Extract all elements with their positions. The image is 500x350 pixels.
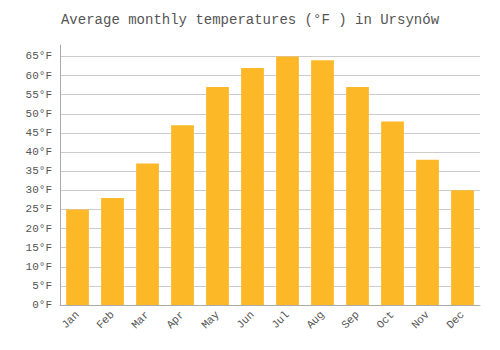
svg-text:20°F: 20°F — [26, 223, 52, 235]
svg-text:45°F: 45°F — [26, 127, 52, 139]
svg-text:Mar: Mar — [129, 309, 151, 331]
svg-text:60°F: 60°F — [26, 70, 52, 82]
svg-text:65°F: 65°F — [26, 50, 52, 62]
svg-text:Jan: Jan — [59, 309, 81, 331]
svg-text:Oct: Oct — [374, 309, 396, 331]
svg-text:Average monthly temperatures (: Average monthly temperatures (°F ) in Ur… — [61, 12, 440, 28]
svg-text:40°F: 40°F — [26, 146, 52, 158]
svg-text:0°F: 0°F — [32, 299, 52, 311]
svg-text:55°F: 55°F — [26, 89, 52, 101]
svg-text:Dec: Dec — [444, 309, 466, 331]
svg-text:Aug: Aug — [304, 309, 326, 331]
svg-text:May: May — [199, 308, 222, 331]
svg-text:10°F: 10°F — [26, 261, 52, 273]
svg-text:15°F: 15°F — [26, 242, 52, 254]
svg-text:50°F: 50°F — [26, 108, 52, 120]
svg-text:35°F: 35°F — [26, 165, 52, 177]
svg-text:Jul: Jul — [269, 309, 291, 331]
svg-text:25°F: 25°F — [26, 203, 52, 215]
svg-text:Nov: Nov — [409, 308, 432, 331]
svg-text:Sep: Sep — [339, 309, 361, 331]
svg-text:5°F: 5°F — [32, 280, 52, 292]
svg-text:Feb: Feb — [94, 309, 116, 331]
svg-text:Apr: Apr — [164, 309, 186, 331]
svg-text:30°F: 30°F — [26, 184, 52, 196]
svg-text:Jun: Jun — [234, 309, 256, 331]
